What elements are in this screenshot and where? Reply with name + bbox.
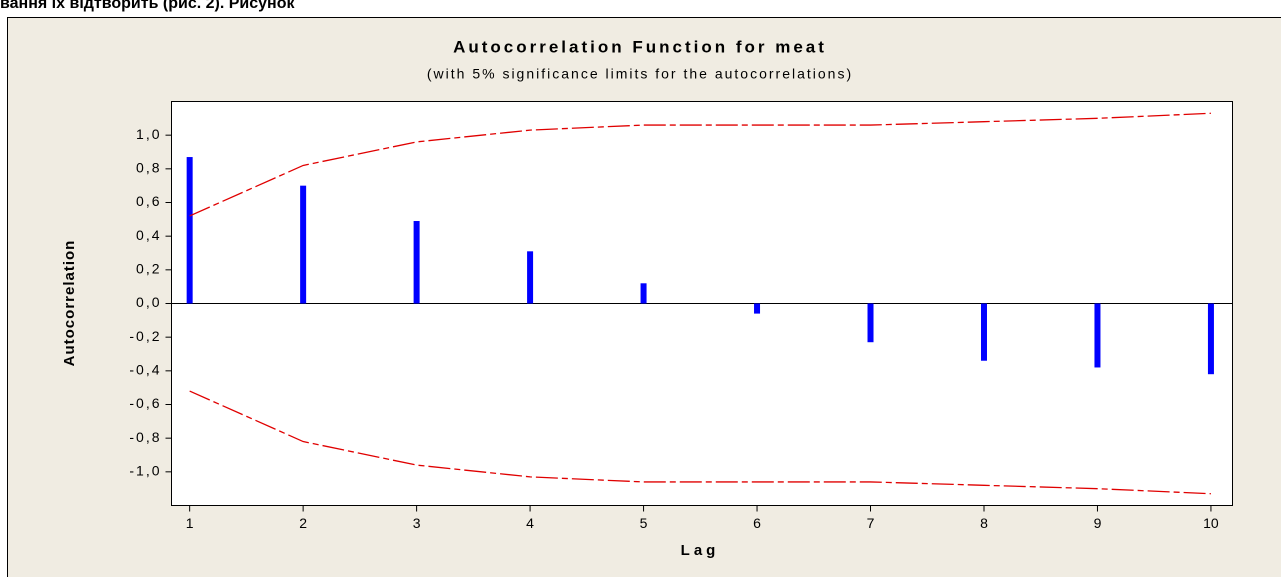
acf-bar — [980, 303, 987, 361]
acf-bar — [186, 157, 193, 304]
x-tick-label: 9 — [1094, 515, 1102, 531]
x-tick-label: 8 — [980, 515, 988, 531]
significance-limit — [189, 390, 1211, 495]
y-tick-label: -0,4 — [129, 362, 161, 378]
caption-fragment: вання їх відтворить (рис. 2). Рисунок — [0, 0, 295, 12]
y-tick-label: -0,8 — [129, 429, 161, 445]
y-axis-label: Autocorrelation — [61, 240, 78, 367]
x-tick-label: 7 — [867, 515, 875, 531]
acf-bar — [300, 185, 307, 304]
x-tick-label: 1 — [186, 515, 194, 531]
acf-bar — [640, 283, 647, 304]
x-tick-label: 6 — [753, 515, 761, 531]
x-tick-label: 5 — [640, 515, 648, 531]
acf-bar — [1207, 303, 1214, 375]
x-tick-label: 4 — [526, 515, 534, 531]
y-tick-label: 0,4 — [136, 227, 161, 243]
y-tick-label: 0,0 — [136, 294, 161, 310]
significance-limit — [189, 112, 1211, 217]
y-tick-label: 0,2 — [136, 261, 161, 277]
y-tick-label: 1,0 — [136, 126, 161, 142]
y-tick-label: -0,2 — [129, 328, 161, 344]
y-tick-label: 0,6 — [136, 193, 161, 209]
acf-bar — [867, 303, 874, 343]
chart-title: Autocorrelation Function for meat — [453, 37, 827, 56]
x-tick-label: 10 — [1203, 515, 1219, 531]
acf-bar — [413, 221, 420, 304]
acf-bar — [527, 251, 534, 304]
x-tick-label: 3 — [413, 515, 421, 531]
acf-bar — [754, 303, 761, 314]
y-tick-label: 0,8 — [136, 160, 161, 176]
chart-subtitle: (with 5% significance limits for the aut… — [427, 66, 853, 82]
x-axis-label: Lag — [681, 542, 720, 559]
acf-bar — [1094, 303, 1101, 368]
x-tick-label: 2 — [299, 515, 307, 531]
y-tick-label: -1,0 — [129, 463, 161, 479]
y-tick-label: -0,6 — [129, 395, 161, 411]
